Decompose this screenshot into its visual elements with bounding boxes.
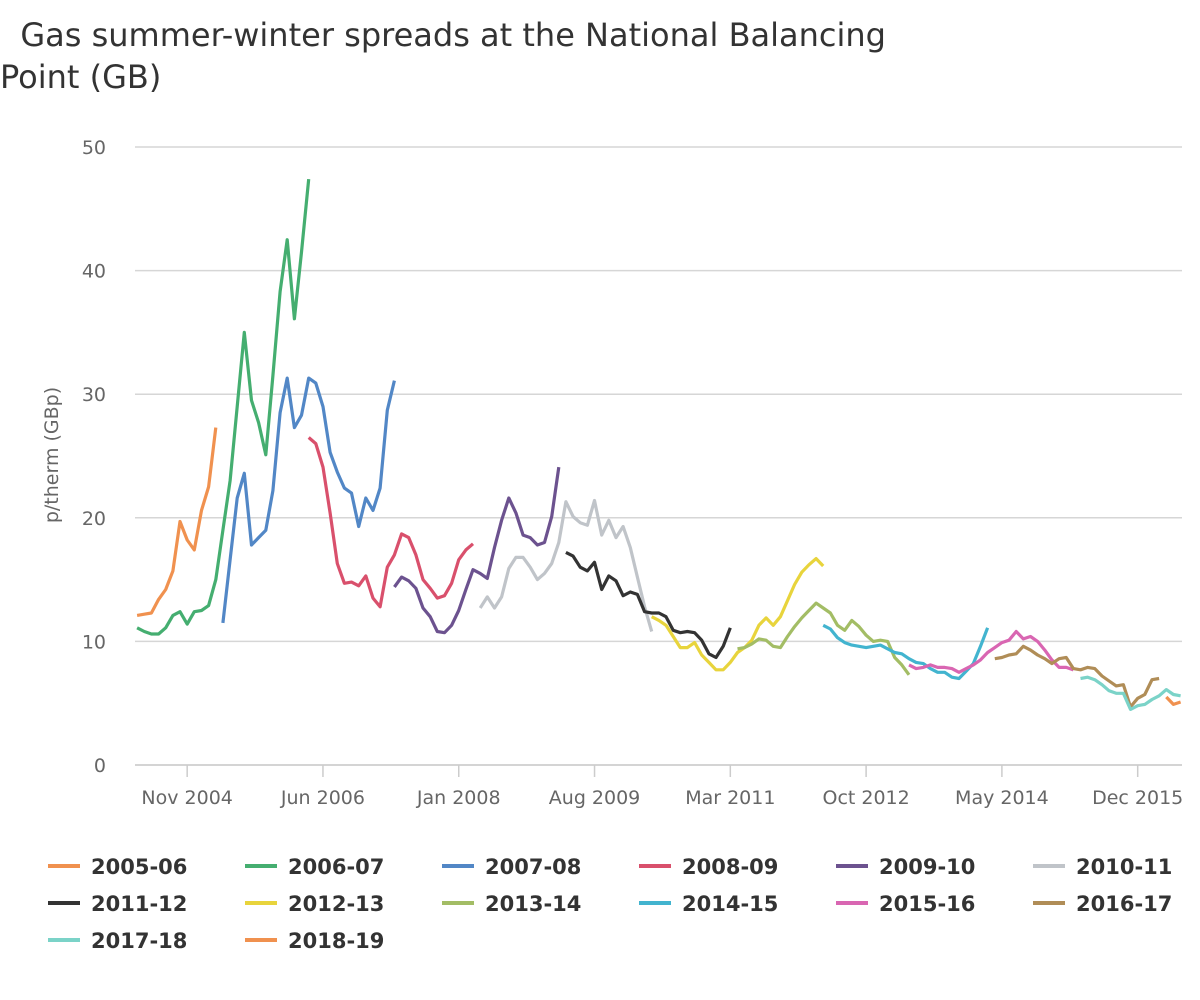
legend-item-2011-12[interactable]: 2011-12	[48, 892, 187, 916]
legend-item-2005-06[interactable]: 2005-06	[48, 855, 187, 879]
y-tick-label: 10	[82, 631, 106, 653]
legend: 2005-06 2006-07 2007-08 2008-09 2009-10 2010-…	[48, 855, 1172, 953]
legend-label: 2017-18	[91, 929, 187, 953]
y-tick-label: 0	[94, 755, 106, 777]
y-tick-label: 50	[82, 137, 106, 159]
series-line-2014-15[interactable]	[822, 623, 990, 681]
legend-label: 2016-17	[1076, 892, 1172, 916]
x-tick-label: May 2014	[955, 787, 1049, 809]
legend-label: 2009-10	[879, 855, 975, 879]
legend-label: 2015-16	[879, 892, 975, 916]
legend-item-2012-13[interactable]: 2012-13	[245, 892, 384, 916]
legend-label: 2013-14	[485, 892, 581, 916]
gridlines	[135, 146, 1182, 766]
x-tick-label: Nov 2004	[141, 787, 232, 809]
series-line-2010-11[interactable]	[478, 498, 654, 632]
series-lines	[136, 178, 1182, 711]
series-line-2013-14[interactable]	[737, 601, 911, 676]
legend-item-2016-17[interactable]: 2016-17	[1033, 892, 1172, 916]
legend-item-2009-10[interactable]: 2009-10	[836, 855, 975, 879]
series-line-2016-17[interactable]	[994, 644, 1160, 709]
series-line-2018-19[interactable]	[1165, 695, 1182, 706]
series-line-2011-12[interactable]	[565, 550, 732, 660]
x-axis: Nov 2004 Jun 2006 Jan 2008 Aug 2009 Mar 2011…	[135, 764, 1183, 809]
x-tick-label: Mar 2011	[685, 787, 775, 809]
legend-item-2017-18[interactable]: 2017-18	[48, 929, 187, 953]
legend-item-2006-07[interactable]: 2006-07	[245, 855, 384, 879]
legend-item-2018-19[interactable]: 2018-19	[245, 929, 384, 953]
legend-label: 2005-06	[91, 855, 187, 879]
legend-label: 2012-13	[288, 892, 384, 916]
series-line-2017-18[interactable]	[1080, 675, 1181, 711]
legend-item-2010-11[interactable]: 2010-11	[1033, 855, 1172, 879]
legend-label: 2010-11	[1076, 855, 1172, 879]
series-line-2005-06[interactable]	[136, 427, 218, 617]
series-line-2015-16[interactable]	[908, 629, 1074, 674]
y-tick-label: 30	[82, 384, 106, 406]
legend-item-2014-15[interactable]: 2014-15	[639, 892, 778, 916]
y-tick-label: 20	[82, 508, 106, 530]
y-tick-label: 40	[82, 261, 106, 283]
x-tick-label: Jan 2008	[416, 787, 501, 809]
series-line-2009-10[interactable]	[393, 466, 561, 635]
y-axis-ticks: 0 10 20 30 40 50	[82, 137, 106, 777]
x-tick-label: Dec 2015	[1092, 787, 1183, 809]
legend-item-2007-08[interactable]: 2007-08	[442, 855, 581, 879]
chart-title: Gas summer-winter spreads at the Nationa…	[0, 16, 886, 96]
legend-label: 2014-15	[682, 892, 778, 916]
legend-label: 2011-12	[91, 892, 187, 916]
series-line-2006-07[interactable]	[136, 178, 311, 636]
y-axis-label: p/therm (GBp)	[41, 387, 63, 523]
legend-label: 2007-08	[485, 855, 581, 879]
series-line-2008-09[interactable]	[307, 436, 475, 609]
legend-label: 2006-07	[288, 855, 384, 879]
x-tick-label: Aug 2009	[549, 787, 641, 809]
x-tick-label: Oct 2012	[822, 787, 909, 809]
legend-item-2013-14[interactable]: 2013-14	[442, 892, 581, 916]
legend-item-2015-16[interactable]: 2015-16	[836, 892, 975, 916]
legend-label: 2018-19	[288, 929, 384, 953]
series-line-2007-08[interactable]	[221, 376, 396, 624]
series-line-2012-13[interactable]	[650, 557, 825, 672]
legend-item-2008-09[interactable]: 2008-09	[639, 855, 778, 879]
x-tick-label: Jun 2006	[280, 787, 365, 809]
legend-label: 2008-09	[682, 855, 778, 879]
